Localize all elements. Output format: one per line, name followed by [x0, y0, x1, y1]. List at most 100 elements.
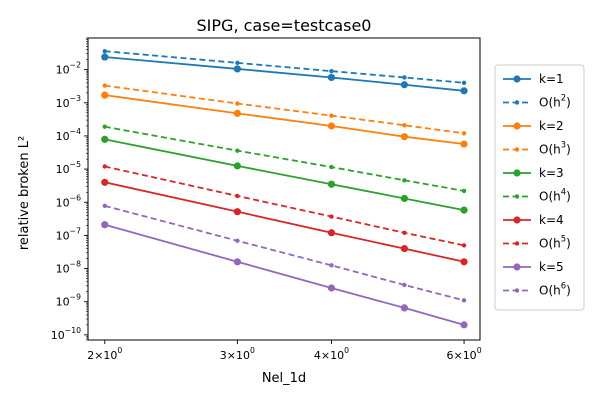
series-7	[102, 164, 467, 248]
legend-label: O(h5)	[539, 234, 571, 251]
series-1	[102, 48, 467, 86]
legend-swatch-marker	[514, 241, 520, 246]
data-point	[233, 65, 241, 73]
series-0	[101, 53, 468, 95]
series-3	[102, 83, 467, 136]
legend-swatch-marker	[514, 147, 520, 152]
legend-swatch-marker	[514, 194, 520, 199]
data-point	[102, 83, 107, 88]
data-point	[327, 284, 336, 292]
x-tick-label: 2×100	[87, 346, 122, 362]
plot-area	[101, 48, 468, 329]
data-point	[460, 87, 468, 95]
series-9	[102, 203, 467, 303]
data-point	[102, 203, 107, 209]
legend-entry: O(h3)	[503, 140, 571, 157]
data-point	[101, 178, 109, 186]
x-tick-label: 3×100	[220, 346, 255, 362]
legend-swatch-marker	[514, 288, 520, 293]
data-point	[460, 140, 468, 148]
data-point	[235, 193, 240, 199]
legend-label: k=2	[539, 119, 564, 133]
series-5	[102, 124, 467, 194]
legend-entry: O(h4)	[503, 187, 571, 204]
chart-title: SIPG, case=testcase0	[197, 16, 372, 35]
legend-entry: k=2	[503, 119, 564, 133]
data-point	[460, 206, 468, 214]
series-6	[101, 178, 468, 266]
y-tick-label: 10−3	[56, 94, 81, 110]
data-point	[235, 101, 240, 106]
legend-swatch-marker	[513, 263, 521, 271]
y-tick-label: 10−8	[56, 260, 81, 276]
data-point	[233, 162, 241, 170]
data-point	[233, 109, 241, 117]
legend-label: k=1	[539, 72, 564, 86]
legend-entry: O(h5)	[503, 234, 571, 251]
legend-label: O(h6)	[539, 281, 571, 298]
data-point	[461, 80, 467, 86]
x-tick-label: 6×100	[446, 346, 481, 362]
series-2	[101, 91, 468, 148]
data-point	[461, 243, 467, 248]
data-point	[461, 298, 467, 303]
data-point	[101, 91, 109, 99]
legend-swatch-marker	[513, 169, 521, 177]
data-point	[400, 194, 409, 203]
data-point	[235, 148, 240, 153]
legend-entry: k=1	[503, 72, 564, 86]
legend-label: k=5	[539, 260, 564, 274]
data-point	[460, 258, 468, 266]
data-point	[327, 122, 336, 130]
data-point	[327, 229, 336, 237]
series-8	[101, 221, 468, 329]
data-point	[402, 123, 407, 128]
series-line	[104, 50, 465, 84]
legend-entry: k=5	[503, 260, 564, 274]
legend-label: k=4	[539, 213, 564, 227]
data-point	[327, 73, 336, 82]
data-point	[233, 208, 241, 216]
legend: k=1 O(h2) k=2 O(h3) k=3 O(h4) k=4 O(h5) k=5 O(h6)	[494, 64, 585, 311]
y-axis-label: relative broken L²	[17, 136, 32, 250]
legend-entry: k=3	[503, 166, 564, 180]
data-point	[102, 124, 107, 129]
y-tick-label: 10−10	[51, 326, 81, 342]
data-point	[402, 282, 407, 288]
legend-label: O(h3)	[539, 140, 571, 157]
legend-swatch-marker	[513, 216, 521, 224]
legend-swatch-marker	[514, 100, 520, 105]
x-axis-label: Nel_1d	[262, 371, 306, 386]
y-tick-label: 10−5	[56, 160, 81, 176]
legend-label: O(h4)	[539, 187, 571, 204]
data-point	[235, 60, 240, 66]
axes-frame	[87, 37, 481, 341]
series-4	[101, 135, 468, 214]
y-tick-label: 10−2	[56, 61, 81, 77]
legend-entry: k=4	[503, 213, 564, 227]
legend-swatch-marker	[513, 122, 521, 130]
x-tick-label: 4×100	[314, 346, 349, 362]
legend-entry: O(h2)	[503, 93, 571, 110]
data-point	[402, 75, 407, 80]
legend-label: O(h2)	[539, 93, 571, 110]
legend-label: k=3	[539, 166, 564, 180]
data-point	[402, 178, 407, 183]
data-point	[233, 258, 241, 266]
y-tick-label: 10−9	[56, 293, 81, 309]
data-point	[329, 214, 334, 219]
series-line	[104, 204, 465, 302]
data-point	[329, 113, 334, 118]
data-point	[329, 164, 334, 170]
data-point	[402, 230, 407, 235]
data-point	[400, 133, 409, 141]
legend-swatch-marker	[513, 75, 521, 83]
data-point	[235, 238, 240, 243]
data-point	[400, 304, 409, 312]
data-point	[400, 245, 409, 253]
y-tick-label: 10−4	[56, 127, 81, 143]
data-point	[102, 48, 107, 54]
data-point	[329, 263, 334, 268]
data-point	[461, 131, 467, 136]
